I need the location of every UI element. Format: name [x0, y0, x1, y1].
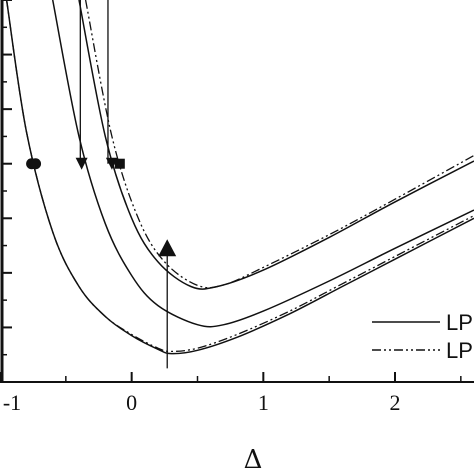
marker-square-5	[114, 158, 125, 169]
x-axis-label: Δ	[244, 445, 263, 474]
axis-ticks	[0, 0, 462, 383]
series-line-2	[5, 0, 474, 353]
x-tick-labels: -1 0 1 2	[3, 390, 401, 415]
marker-group	[26, 0, 177, 369]
series-line-4	[78, 0, 474, 290]
legend-label-2: LP	[446, 338, 473, 363]
legend: LP LP	[372, 310, 473, 363]
series-group	[5, 0, 474, 355]
x-tick-label: 2	[390, 390, 401, 415]
x-tick-label: -1	[3, 390, 21, 415]
x-tick-label: 0	[126, 390, 137, 415]
series-line-3	[51, 0, 474, 328]
legend-label-1: LP	[446, 310, 473, 335]
marker-triangle-down-3	[75, 157, 88, 170]
series-line-5	[84, 0, 474, 289]
marker-circle-2	[30, 158, 42, 170]
series-line-1	[5, 0, 474, 355]
x-tick-label: 1	[258, 390, 269, 415]
marker-triangle-up-6	[158, 239, 177, 257]
